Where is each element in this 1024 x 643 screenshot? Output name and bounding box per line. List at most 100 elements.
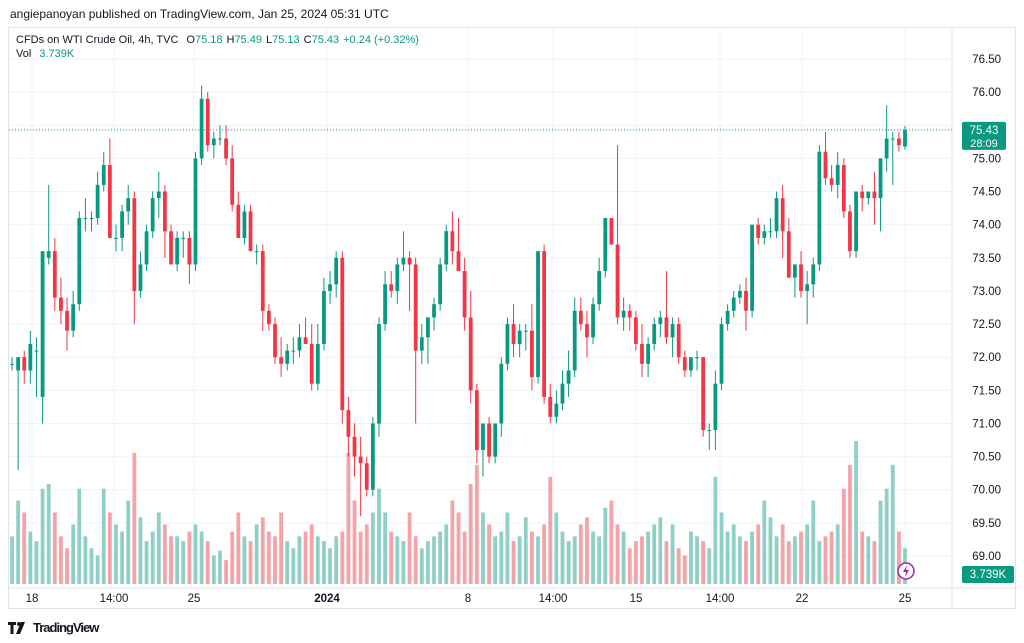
volume-bar — [59, 536, 63, 584]
legend-symbol[interactable]: CFDs on WTI Crude Oil, 4h, TVC — [16, 34, 179, 46]
price-tick-label: 74.50 — [972, 187, 1001, 199]
candle-body — [389, 284, 394, 291]
candle-body — [273, 324, 277, 358]
volume-bar — [548, 476, 553, 584]
candles — [10, 85, 907, 517]
candle-body — [523, 330, 528, 332]
candle-body — [40, 251, 45, 397]
volume-bar — [487, 524, 491, 584]
volume-bar — [419, 548, 424, 584]
candle-body — [163, 191, 167, 232]
candle-body — [395, 264, 400, 291]
candle-body — [370, 423, 375, 490]
volume-bar — [352, 500, 357, 584]
candle-body — [419, 337, 424, 351]
candle-body — [120, 211, 124, 238]
candle-body — [71, 304, 76, 331]
volume-bar — [89, 548, 94, 584]
volume-bar — [860, 531, 865, 584]
candle-body — [542, 251, 547, 397]
volume-bar — [511, 541, 516, 584]
volume-bar — [609, 500, 614, 584]
candle-body — [279, 357, 284, 364]
candle-body — [426, 317, 430, 338]
legend-open-label: O — [186, 34, 195, 46]
candle-body — [560, 383, 565, 404]
price-tick-label: 71.50 — [972, 385, 1001, 397]
volume-bar — [83, 536, 88, 584]
candle-body — [101, 165, 106, 185]
candle-body — [328, 284, 332, 291]
candle-body — [603, 218, 608, 272]
time-tick-label: 15 — [630, 593, 643, 605]
candle-body — [10, 363, 14, 365]
volume-bar — [719, 512, 724, 584]
time-tick-label: 18 — [26, 593, 39, 605]
volume-bar — [615, 524, 620, 584]
volume-bar — [138, 517, 143, 584]
volume-bar — [725, 531, 730, 584]
candle-body — [517, 330, 522, 344]
time-tick-label: 8 — [465, 593, 471, 605]
candle-body — [450, 231, 455, 252]
candle-body — [59, 297, 63, 311]
time-tick-label: 14:00 — [706, 593, 735, 605]
volume-bar — [762, 500, 767, 584]
tradingview-logo-icon — [8, 621, 25, 634]
volume-bar — [884, 488, 889, 584]
candle-body — [224, 138, 228, 159]
volume-bar — [670, 524, 675, 584]
legend-high-value: 75.49 — [234, 34, 262, 46]
candle-body — [456, 251, 461, 272]
time-axis: 18 14:00 25 2024 8 14:00 15 14:00 22 25 — [26, 593, 912, 605]
volume-bar — [811, 500, 816, 584]
candle-body — [266, 310, 271, 325]
volume-bar — [205, 541, 210, 584]
volume-bar — [468, 483, 473, 584]
candle-body — [22, 357, 27, 371]
footer-brand[interactable]: TradingView — [33, 620, 99, 635]
volume-bar — [591, 531, 595, 584]
volume-bar — [218, 550, 222, 584]
volume-bar — [823, 536, 828, 584]
candle-body — [474, 390, 479, 450]
volume-bar — [315, 536, 320, 584]
candle-body — [511, 324, 516, 344]
volume-bar — [890, 464, 895, 584]
candle-body — [597, 271, 602, 305]
volume-bar — [114, 524, 118, 584]
volume-bar — [163, 524, 167, 584]
volume-bar — [193, 524, 198, 584]
lightning-icon[interactable] — [897, 562, 915, 580]
time-tick-label: 14:00 — [539, 593, 568, 605]
candle-body — [536, 251, 540, 378]
candle-body — [731, 297, 736, 311]
candle-body — [682, 357, 687, 371]
volume-bar — [46, 483, 51, 584]
volume-bar — [450, 500, 455, 584]
candle-body — [468, 317, 473, 391]
volume-bar — [101, 488, 106, 584]
candle-body — [28, 343, 33, 371]
candle-body — [854, 191, 858, 252]
candle-body — [878, 158, 883, 199]
price-tick-label: 72.00 — [972, 352, 1001, 364]
candle-body — [750, 224, 754, 311]
volume-bar — [16, 500, 21, 584]
candle-body — [780, 198, 785, 232]
volume-bar — [40, 488, 45, 584]
volume-bar — [866, 536, 871, 584]
bar-countdown-label: 28:09 — [970, 138, 998, 150]
candle-body — [866, 191, 871, 199]
candle-body — [823, 151, 828, 179]
volume-bar — [266, 531, 271, 584]
last-price-label: 75.43 — [970, 125, 999, 137]
candle-body — [193, 158, 198, 265]
candle-body — [242, 211, 247, 238]
candle-body — [774, 198, 779, 232]
candle-body — [633, 317, 638, 344]
volume-bar — [530, 531, 534, 584]
legend-open-value: 75.18 — [194, 34, 223, 46]
